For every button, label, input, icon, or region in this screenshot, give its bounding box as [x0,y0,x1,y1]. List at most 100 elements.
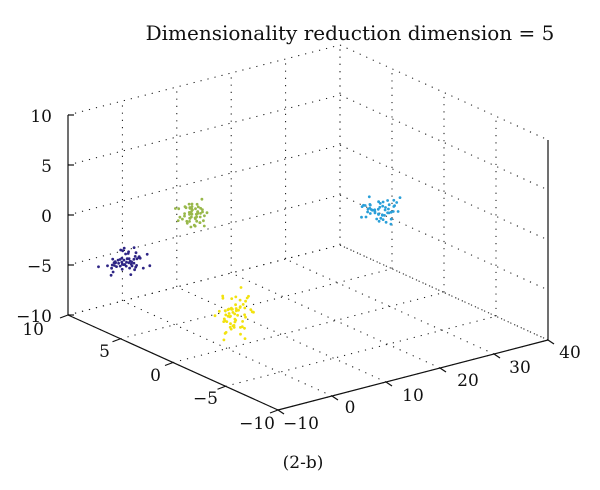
data-point [124,252,127,256]
data-point [392,205,396,208]
grid-line [67,144,341,216]
data-point [241,320,245,323]
data-point [185,219,189,223]
data-point [117,261,120,265]
data-point [190,205,194,208]
data-point [381,204,385,208]
data-point [252,310,255,314]
data-point [373,211,377,215]
data-point [367,195,371,199]
data-point [398,196,402,200]
x-tick-mark [331,395,339,401]
data-point [195,215,199,219]
data-point [229,322,232,326]
data-point [141,266,145,270]
y-tick-mark [217,385,226,390]
z-tick-label: 5 [41,157,52,177]
data-point [244,315,247,319]
data-point [133,255,137,258]
data-point [243,313,247,317]
data-point [198,221,202,225]
grid-line [67,44,341,116]
data-point [125,260,128,264]
data-point [138,256,142,260]
data-point [145,252,149,256]
data-point [196,205,200,209]
data-points [97,195,402,342]
data-point [109,273,113,277]
data-point [128,266,132,270]
x-tick-label: 0 [345,398,356,418]
data-point [222,320,226,323]
data-point [195,219,199,223]
data-point [115,265,118,268]
data-point [129,273,133,276]
data-point [230,297,234,300]
data-point [118,264,122,268]
z-tick-label: −10 [16,307,52,327]
data-point [134,251,138,255]
data-point [221,296,225,300]
data-point [205,211,209,215]
data-point [384,220,388,224]
data-point [375,217,379,221]
data-point [387,207,390,211]
y-tick-label: −5 [193,389,218,409]
data-point [360,215,363,219]
data-point [222,317,226,321]
y-tick-label: −10 [239,414,275,434]
data-point [386,199,389,202]
data-point [384,206,387,209]
data-point [222,338,226,342]
data-point [377,200,380,204]
data-point [379,216,383,220]
data-point [122,246,126,250]
data-point [195,212,199,216]
data-point [233,317,237,321]
data-point [111,270,115,274]
data-point [124,264,128,268]
data-point [245,296,249,300]
data-point [119,248,123,252]
data-point [381,218,385,222]
data-point [134,265,138,269]
data-point [227,307,231,311]
data-point [381,200,385,204]
x-tick-label: 30 [509,358,531,378]
data-point [237,308,240,312]
data-point [201,210,204,214]
data-point [378,202,382,205]
data-point [392,198,396,202]
data-point [223,309,227,313]
data-point [360,205,364,209]
data-point [389,217,393,221]
grid-lines [67,44,549,411]
data-point [387,211,391,215]
data-point [244,299,248,303]
data-point [234,309,238,313]
data-point [227,312,231,315]
data-point [238,298,242,302]
data-point [234,307,238,310]
data-point [236,313,240,317]
data-point [229,314,232,318]
y-tick-label: 10 [22,320,44,340]
data-point [190,202,194,206]
data-point [368,212,372,215]
data-point [176,219,180,223]
data-point [190,212,194,216]
data-point [113,260,117,264]
data-point [118,258,122,261]
data-point [130,264,134,268]
grid-line [120,268,393,340]
data-point [183,212,187,216]
data-point [377,219,381,223]
data-point [371,208,374,212]
data-point [202,224,206,228]
data-point [132,246,136,250]
axes [59,114,555,415]
data-point [225,320,229,323]
data-point [127,250,130,254]
data-point [192,223,196,227]
